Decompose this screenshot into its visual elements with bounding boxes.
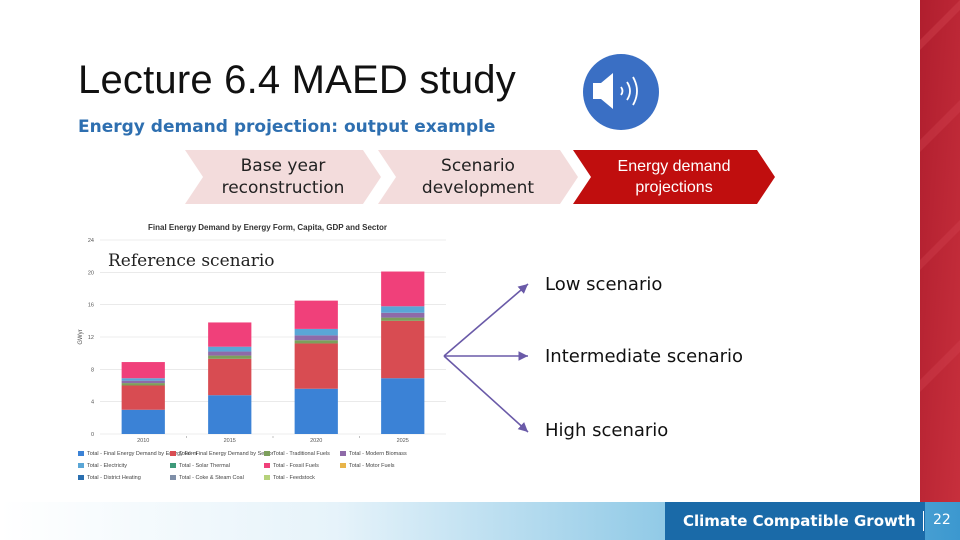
arrow-to-high [443,355,529,433]
legend-label: Total - Feedstock [273,475,315,481]
bar-segment [121,362,165,379]
x-tick-label: 2020 [310,438,322,444]
bar-segment [294,340,338,344]
step-label-line1: Energy demand [617,158,731,175]
legend-swatch [170,451,176,457]
legend-swatch [78,451,84,457]
legend-label: Total - Final Energy Demand by Energy Fo… [87,451,198,457]
chart-canvas: 0 4 8 12 16 20 24 GWyr 2010 2015 2020 2025 [78,238,446,444]
reference-scenario-label: Reference scenario [106,251,277,271]
page-number: 22 [933,512,951,528]
legend-label: Total - Modern Biomass [349,451,407,457]
legend-swatch [78,475,84,481]
speaker-icon [593,73,638,109]
legend-item: Total - Coke & Steam Coal [170,474,244,482]
legend-swatch [264,463,270,469]
bar-segment [121,409,165,434]
bar-segment [294,388,338,434]
y-tick-label: 4 [91,400,94,406]
bar-segment [381,378,425,434]
bar-segment [294,335,338,341]
legend-swatch [78,463,84,469]
step-label-line2: projections [635,179,713,196]
step-label-line2: reconstruction [221,178,345,198]
bar-segment [294,343,338,389]
footer-brand-box [665,502,925,540]
bar-segment [381,317,425,321]
y-tick-label: 24 [88,238,94,244]
y-tick-label: 16 [88,303,94,309]
legend-label: Total - Final Energy Demand by Sector [179,451,274,457]
bar-segment [381,312,425,318]
y-tick-label: 12 [88,335,94,341]
legend-swatch [340,451,346,457]
legend-label: Total - Fossil Fuels [273,463,319,469]
step-label-line1: Base year [240,156,326,176]
process-step-scenario-development: Scenario development [378,150,578,204]
slide-subtitle: Energy demand projection: output example [78,117,496,137]
bar-segment [381,271,425,307]
legend-label: Total - Solar Thermal [179,463,230,469]
legend-item: Total - Feedstock [264,474,315,482]
y-tick-label: 20 [88,270,94,276]
legend-label: Total - Electricity [87,463,128,469]
bar-segment [208,346,252,352]
step-label-line2: development [421,178,535,198]
legend-item: Total - Final Energy Demand by Sector [170,450,273,458]
legend-item: Total - Modern Biomass [340,450,407,458]
legend-swatch [264,475,270,481]
legend-swatch [340,463,346,469]
legend-label: Total - Coke & Steam Coal [179,475,244,481]
bar-segment [208,351,252,356]
legend-item: Total - Traditional Fuels [264,450,330,458]
legend-item: Total - District Heating [78,474,141,482]
scenario-label-intermediate: Intermediate scenario [545,346,744,367]
bar-segment [381,320,425,379]
legend-item: Total - Electricity [78,462,127,470]
x-tick-label: 2015 [224,438,236,444]
bar-segment [121,383,165,386]
legend-label: Total - Motor Fuels [349,463,395,469]
legend-swatch [170,463,176,469]
legend-item: Total - Final Energy Demand by Energy Fo… [78,450,197,458]
audio-button[interactable] [583,54,659,130]
step-label-line1: Scenario [441,156,515,176]
arrow-to-low [443,283,529,357]
legend-label: Total - District Heating [87,475,141,481]
scenario-arrows [443,283,529,433]
bar-segment [294,300,338,329]
legend-swatch [170,475,176,481]
legend-item: Total - Fossil Fuels [264,462,319,470]
bar-segment [121,378,165,381]
bar-segment [381,306,425,313]
bar-segment [208,395,252,434]
footer-brand-text: Climate Compatible Growth [683,512,916,530]
bar-segment [121,380,165,384]
legend-swatch [264,451,270,457]
legend-item: Total - Motor Fuels [340,462,395,470]
bar-segment [208,358,252,396]
y-tick-label: 0 [91,432,94,438]
bar-segment [208,322,252,347]
x-tick-label: 2025 [397,438,409,444]
chart-title: Final Energy Demand by Energy Form, Capi… [148,223,388,232]
bar-segment [294,328,338,336]
process-step-energy-demand-projections: Energy demand projections [573,150,775,204]
y-axis-label: GWyr [78,329,84,344]
scenario-label-low: Low scenario [545,274,663,295]
x-tick-label: 2010 [137,438,149,444]
y-tick-label: 8 [91,367,94,373]
scenario-label-high: High scenario [545,420,669,441]
slide-title: Lecture 6.4 MAED study [78,58,516,102]
bar-segment [121,385,165,410]
legend-label: Total - Traditional Fuels [273,451,330,457]
legend-item: Total - Solar Thermal [170,462,230,470]
process-step-base-year: Base year reconstruction [185,150,381,204]
decorative-band [920,0,960,540]
bar-segment [208,355,252,359]
footer-divider [923,511,924,531]
